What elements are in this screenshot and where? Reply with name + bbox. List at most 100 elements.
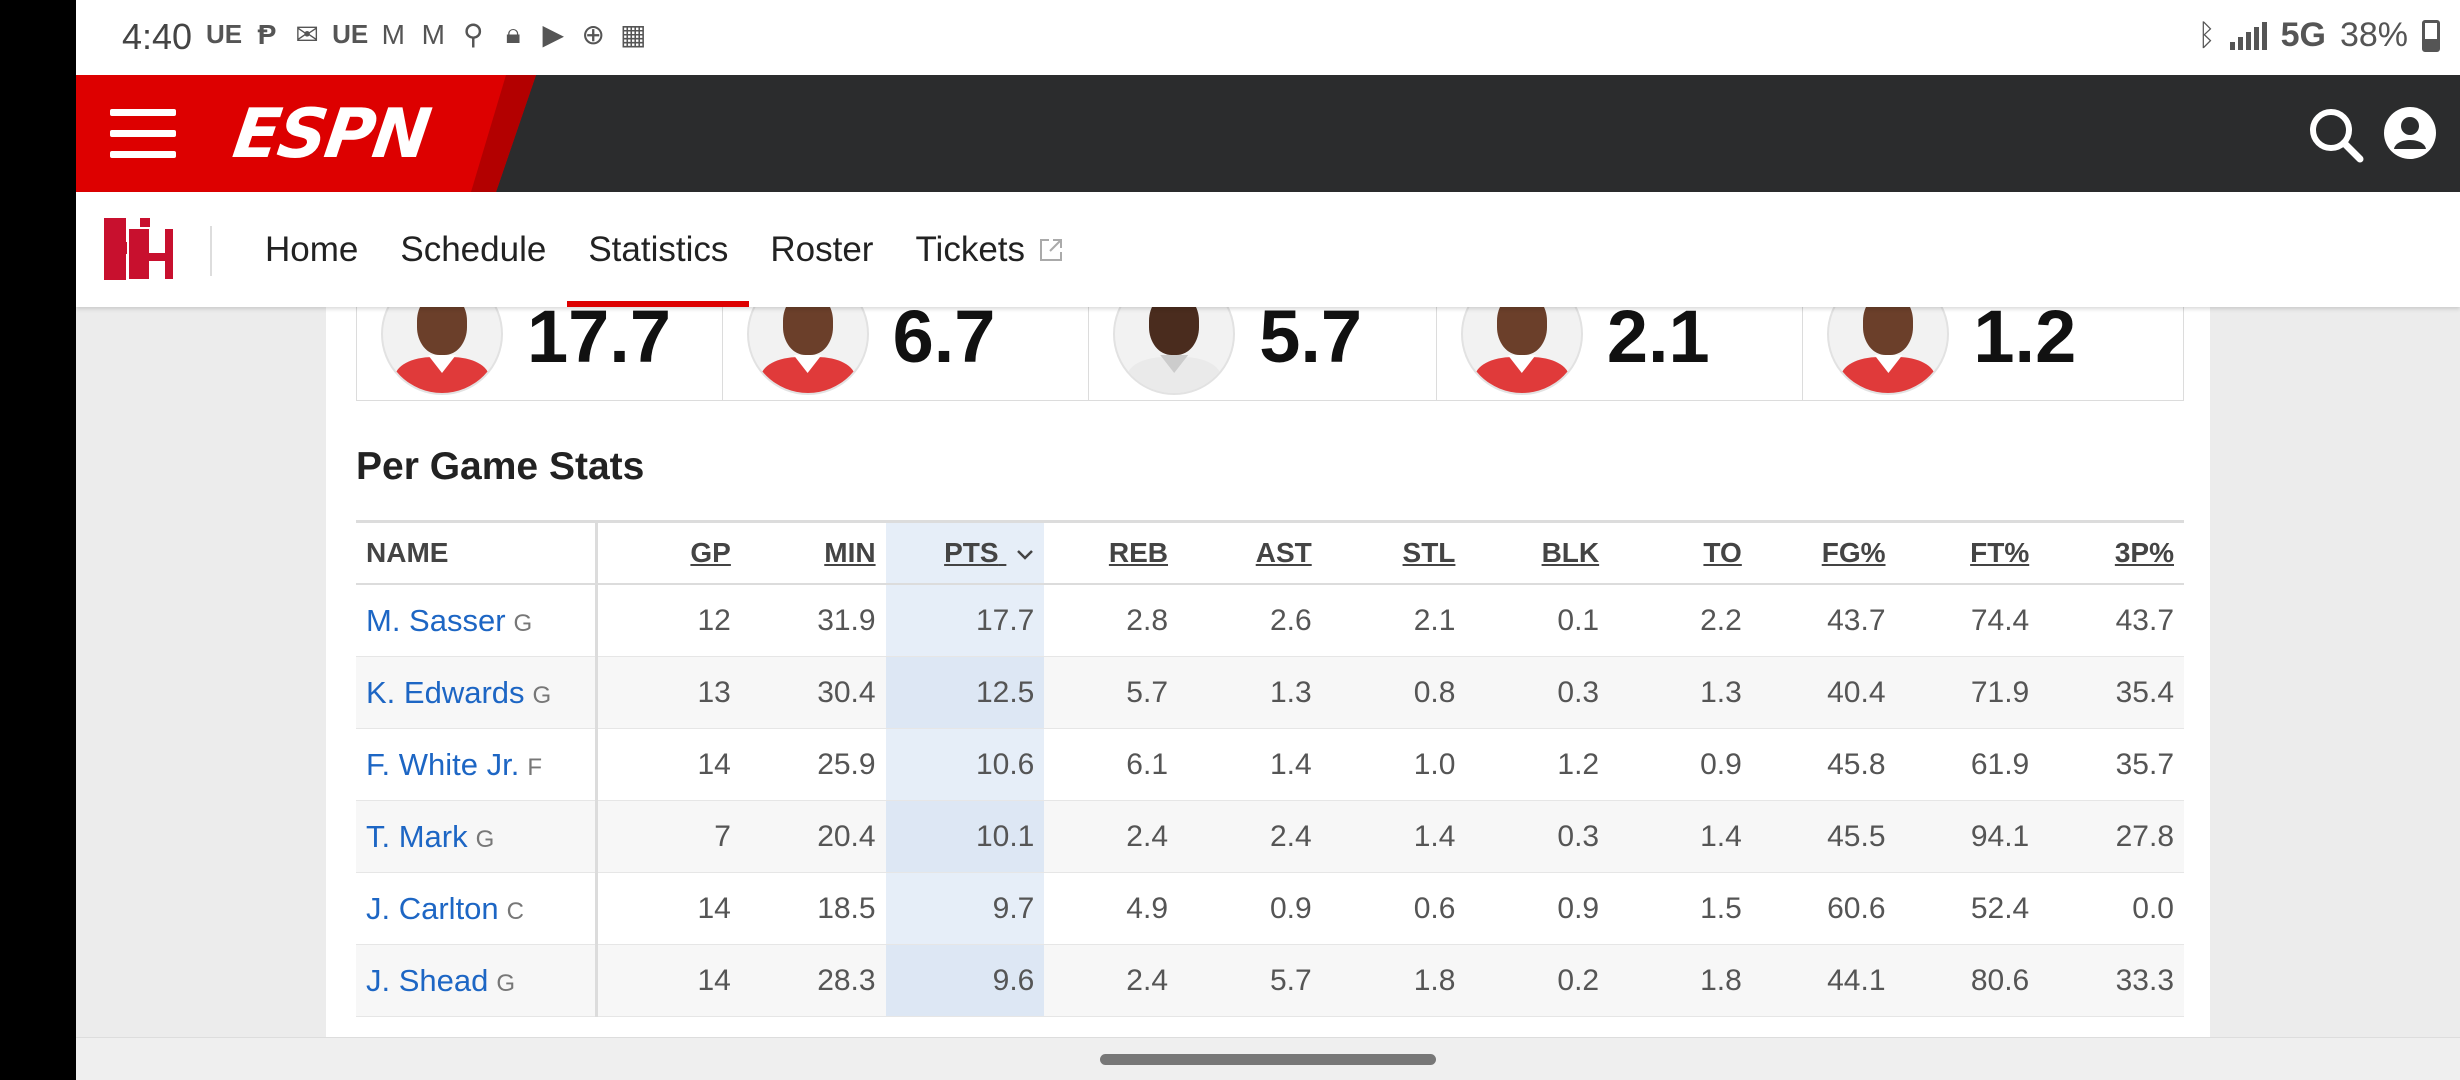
tab-schedule[interactable]: Schedule bbox=[379, 192, 567, 307]
player-name-link[interactable]: F. White Jr. bbox=[366, 746, 520, 782]
stat-cell: 80.6 bbox=[1895, 944, 2040, 1017]
table-row: J. Shead G 14 28.3 9.6 2.4 5.7 1.8 0.2 1.8 44.1 80.… bbox=[356, 944, 2184, 1017]
col-header-gp[interactable]: GP bbox=[596, 520, 741, 585]
stat-cell: 2.4 bbox=[1044, 800, 1179, 873]
leader-card[interactable]: 5.7 bbox=[1089, 307, 1437, 400]
battery-icon bbox=[2422, 19, 2440, 52]
ue-icon: UE bbox=[206, 19, 243, 49]
col-header-fg-pct[interactable]: FG% bbox=[1751, 520, 1896, 585]
youtube-icon: ▶ bbox=[542, 19, 565, 50]
stat-cell: 1.4 bbox=[1178, 728, 1322, 801]
col-header-3p-pct[interactable]: 3P% bbox=[2039, 520, 2184, 585]
ue-icon: UE bbox=[332, 19, 369, 49]
stat-cell: 60.6 bbox=[1751, 872, 1896, 945]
tab-roster[interactable]: Roster bbox=[749, 192, 894, 307]
gmail-icon: M bbox=[381, 18, 405, 50]
stat-cell: 43.7 bbox=[2039, 584, 2184, 657]
stat-cell: 0.9 bbox=[1465, 872, 1610, 945]
leader-card[interactable]: 17.7 bbox=[357, 307, 723, 400]
player-name-link[interactable]: T. Mark bbox=[366, 818, 468, 854]
team-leaders: 17.7 6.7 5.7 2.1 1.2 bbox=[356, 307, 2184, 401]
stat-cell: 33.3 bbox=[2039, 944, 2184, 1017]
player-name-link[interactable]: J. Carlton bbox=[366, 890, 499, 926]
stat-cell: 0.3 bbox=[1465, 656, 1610, 729]
leader-card[interactable]: 6.7 bbox=[723, 307, 1090, 400]
espn-header: ESPN bbox=[76, 75, 2460, 192]
home-indicator[interactable] bbox=[1100, 1054, 1436, 1065]
menu-icon[interactable] bbox=[110, 109, 176, 159]
player-cell: M. Sasser G bbox=[356, 584, 598, 657]
col-header-ast[interactable]: AST bbox=[1178, 520, 1322, 585]
houston-cougars-logo[interactable] bbox=[100, 214, 176, 284]
signal-icon bbox=[2229, 21, 2267, 50]
stats-content: 17.7 6.7 5.7 2.1 1.2 Per Game Stats bbox=[326, 307, 2210, 1037]
stat-cell: 2.1 bbox=[1321, 584, 1466, 657]
player-avatar bbox=[746, 307, 869, 395]
stat-cell: 28.3 bbox=[740, 944, 886, 1017]
player-name-link[interactable]: K. Edwards bbox=[366, 674, 525, 710]
stat-cell: 5.7 bbox=[1044, 656, 1179, 729]
tab-label: Home bbox=[265, 229, 359, 269]
leader-value: 2.1 bbox=[1606, 307, 1710, 378]
stat-cell: 27.8 bbox=[2039, 800, 2184, 873]
col-header-pts[interactable]: PTS bbox=[885, 520, 1045, 585]
stat-cell: 30.4 bbox=[740, 656, 886, 729]
col-header-reb[interactable]: REB bbox=[1044, 520, 1179, 585]
stat-cell: 1.3 bbox=[1178, 656, 1322, 729]
tab-tickets[interactable]: Tickets bbox=[894, 192, 1086, 307]
battery-percent: 38% bbox=[2339, 16, 2408, 54]
chevron-down-icon bbox=[1017, 549, 1034, 560]
leader-value: 1.2 bbox=[1973, 307, 2077, 378]
profile-icon[interactable] bbox=[2382, 105, 2438, 161]
table-row: K. Edwards G 13 30.4 12.5 5.7 1.3 0.8 0.3 1.3 40.4… bbox=[356, 656, 2184, 729]
table-header-row: NAME GP MIN PTS REB AST STL BLK TO FG% F… bbox=[356, 520, 2184, 585]
leader-card[interactable]: 2.1 bbox=[1437, 307, 1804, 400]
stat-cell: 0.3 bbox=[1465, 800, 1610, 873]
col-header-ft-pct[interactable]: FT% bbox=[1895, 520, 2040, 585]
stat-cell: 2.4 bbox=[1178, 800, 1322, 873]
stat-cell: 14 bbox=[596, 728, 741, 801]
bluetooth-icon: ᛒ bbox=[2197, 18, 2216, 52]
search-icon[interactable] bbox=[2306, 105, 2366, 165]
stat-cell: 2.8 bbox=[1044, 584, 1179, 657]
stat-cell: 45.8 bbox=[1751, 728, 1896, 801]
stat-cell: 13 bbox=[596, 656, 741, 729]
table-row: T. Mark G 7 20.4 10.1 2.4 2.4 1.4 0.3 1.4 45.5 94.1… bbox=[356, 800, 2184, 873]
tab-home[interactable]: Home bbox=[244, 192, 379, 307]
stat-cell: 20.4 bbox=[740, 800, 886, 873]
external-link-icon bbox=[1040, 238, 1063, 261]
stat-cell: 0.0 bbox=[2039, 872, 2184, 945]
stat-cell: 4.9 bbox=[1044, 872, 1179, 945]
stat-cell: 5.7 bbox=[1178, 944, 1322, 1017]
stat-cell: 9.7 bbox=[885, 872, 1045, 945]
stat-cell: 25.9 bbox=[740, 728, 886, 801]
stat-cell: 2.6 bbox=[1178, 584, 1322, 657]
stat-cell: 17.7 bbox=[885, 584, 1045, 657]
stat-cell: 40.4 bbox=[1751, 656, 1896, 729]
leader-value: 6.7 bbox=[892, 307, 996, 378]
espn-logo[interactable]: ESPN bbox=[228, 95, 434, 174]
tab-statistics[interactable]: Statistics bbox=[567, 192, 750, 307]
stat-cell: 2.2 bbox=[1609, 584, 1752, 657]
location-icon: ⚲ bbox=[462, 19, 484, 50]
nav-tabs: Home Schedule Statistics Roster Tickets bbox=[244, 192, 1086, 307]
lock-icon: 🔒︎ bbox=[505, 18, 521, 49]
player-position: G bbox=[513, 609, 533, 637]
col-header-min[interactable]: MIN bbox=[740, 520, 886, 585]
leader-card[interactable]: 1.2 bbox=[1803, 307, 2183, 400]
stat-cell: 0.6 bbox=[1321, 872, 1466, 945]
stat-cell: 0.2 bbox=[1465, 944, 1610, 1017]
per-game-title: Per Game Stats bbox=[356, 445, 645, 488]
stat-cell: 1.5 bbox=[1609, 872, 1752, 945]
col-header-stl[interactable]: STL bbox=[1321, 520, 1466, 585]
player-avatar bbox=[381, 307, 503, 395]
player-position: C bbox=[506, 897, 525, 925]
stat-cell: 12 bbox=[596, 584, 741, 657]
stat-cell: 1.8 bbox=[1609, 944, 1752, 1017]
col-header-to[interactable]: TO bbox=[1609, 520, 1752, 585]
col-header-blk[interactable]: BLK bbox=[1465, 520, 1610, 585]
calendar-icon: ▦ bbox=[620, 19, 647, 50]
stat-cell: 35.7 bbox=[2039, 728, 2184, 801]
player-name-link[interactable]: M. Sasser bbox=[366, 602, 506, 638]
player-name-link[interactable]: J. Shead bbox=[366, 962, 489, 998]
